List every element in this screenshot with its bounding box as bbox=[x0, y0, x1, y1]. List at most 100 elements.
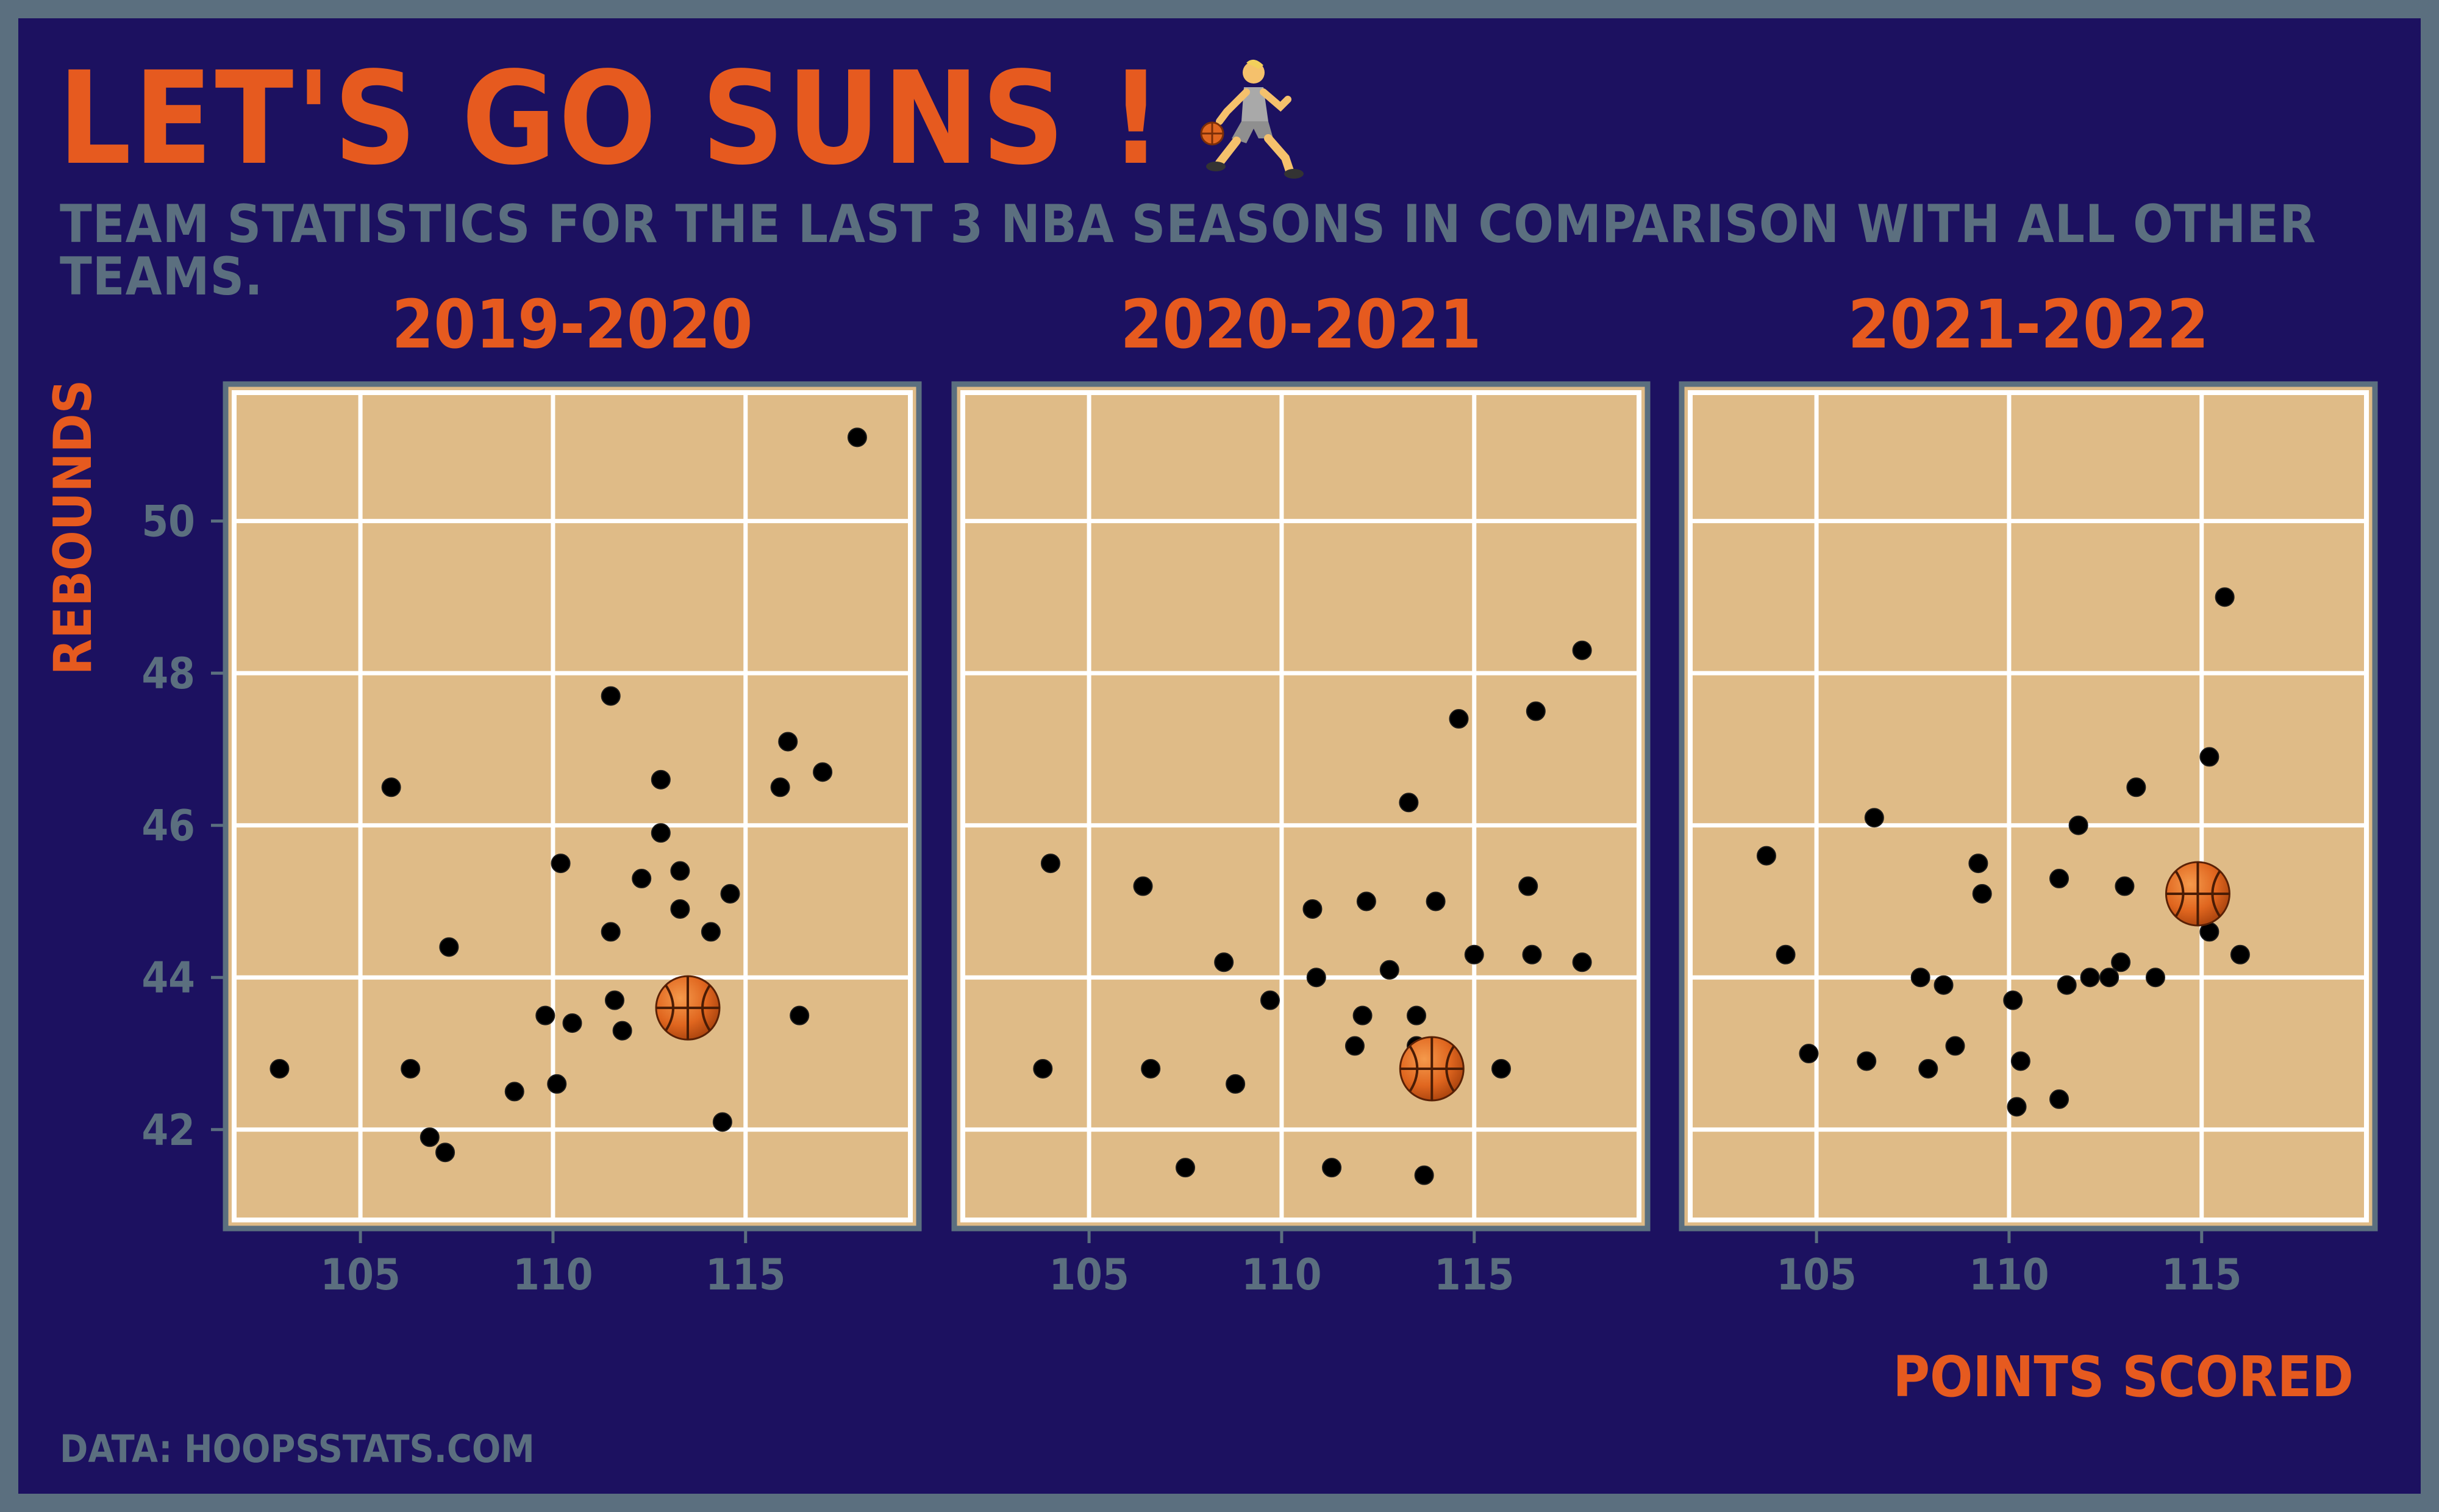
x-tick-label: 105 bbox=[1776, 1250, 1856, 1300]
data-point bbox=[2215, 587, 2235, 607]
data-point bbox=[1399, 793, 1419, 813]
data-point bbox=[1407, 1005, 1426, 1025]
data-point bbox=[401, 1058, 421, 1079]
data-point bbox=[2115, 876, 2135, 896]
data-point bbox=[2003, 990, 2023, 1010]
data-point bbox=[2049, 1089, 2069, 1109]
data-point bbox=[701, 922, 721, 942]
panel-inner-border bbox=[1688, 390, 2369, 1222]
data-point bbox=[2007, 1097, 2027, 1117]
data-point bbox=[632, 869, 652, 889]
data-point bbox=[562, 1013, 582, 1033]
data-point bbox=[770, 777, 790, 797]
data-point bbox=[1522, 944, 1542, 965]
data-point bbox=[420, 1127, 440, 1147]
data-point bbox=[1176, 1158, 1195, 1178]
data-point bbox=[651, 823, 671, 843]
data-point bbox=[2230, 944, 2250, 965]
y-tick-label: 42 bbox=[141, 1105, 195, 1155]
data-point bbox=[435, 1143, 455, 1163]
data-point bbox=[2126, 777, 2146, 797]
data-point bbox=[1518, 876, 1538, 896]
data-point bbox=[1033, 1058, 1053, 1079]
data-point bbox=[1918, 1058, 1938, 1079]
panel-inner-border bbox=[960, 390, 1641, 1222]
data-point bbox=[2111, 952, 2131, 972]
y-tick-label: 50 bbox=[141, 497, 195, 547]
chart-title-text: LET'S GO SUNS ! bbox=[58, 44, 1165, 193]
data-point bbox=[790, 1005, 810, 1025]
panel-inner-border bbox=[232, 390, 913, 1222]
x-tick-label: 115 bbox=[2162, 1250, 2241, 1300]
facet-panel: 2021-2022 105 110 115 bbox=[1679, 285, 2378, 1300]
data-point bbox=[813, 762, 833, 782]
basketball-icon bbox=[1399, 1036, 1465, 1102]
data-point bbox=[2080, 968, 2100, 988]
data-point bbox=[1756, 846, 1776, 866]
data-point bbox=[1526, 701, 1546, 721]
facet-title: 2021-2022 bbox=[1848, 285, 2209, 363]
data-point bbox=[551, 854, 571, 874]
data-point bbox=[847, 427, 867, 448]
chart-subtitle: TEAM STATISTICS FOR THE LAST 3 NBA SEASO… bbox=[60, 194, 2316, 307]
basketball-icon bbox=[2165, 861, 2230, 927]
data-point bbox=[2068, 815, 2088, 835]
data-point bbox=[1572, 952, 1592, 972]
data-point bbox=[1133, 876, 1153, 896]
data-point bbox=[1352, 1005, 1373, 1025]
data-point bbox=[2010, 1051, 2030, 1071]
data-point bbox=[1449, 709, 1469, 729]
data-point bbox=[2145, 968, 2165, 988]
x-tick-label: 115 bbox=[1434, 1250, 1514, 1300]
data-point bbox=[1302, 899, 1323, 919]
data-point bbox=[1040, 854, 1060, 874]
facet-title: 2020-2021 bbox=[1121, 285, 1482, 363]
y-tick-label: 46 bbox=[141, 801, 195, 851]
x-tick-label: 115 bbox=[705, 1250, 785, 1300]
data-point bbox=[670, 861, 690, 881]
data-point bbox=[670, 899, 690, 919]
data-point bbox=[1857, 1051, 1877, 1071]
y-tick-label: 48 bbox=[141, 649, 195, 699]
data-point bbox=[2199, 747, 2219, 767]
panel-background bbox=[223, 381, 922, 1232]
data-point bbox=[1356, 891, 1376, 911]
data-point bbox=[1306, 968, 1326, 988]
data-point bbox=[1972, 883, 1992, 904]
facet-panel: 2019-2020 105 110 115 42 44 46 48 50 bbox=[141, 285, 922, 1300]
x-tick-label: 105 bbox=[1049, 1250, 1129, 1300]
data-point bbox=[651, 769, 671, 790]
data-point bbox=[1141, 1058, 1161, 1079]
chart-title: LET'S GO SUNS ! bbox=[58, 55, 1305, 183]
data-point bbox=[1426, 891, 1446, 911]
data-point bbox=[1572, 640, 1592, 660]
facet-panel: 2020-2021 105 110 115 bbox=[951, 285, 1651, 1300]
data-point bbox=[1379, 960, 1399, 980]
data-point bbox=[1776, 944, 1796, 965]
data-point bbox=[1414, 1165, 1434, 1185]
data-point bbox=[381, 777, 401, 797]
data-point bbox=[601, 686, 621, 706]
data-point bbox=[1322, 1158, 1342, 1178]
data-point bbox=[1464, 944, 1484, 965]
data-point bbox=[612, 1021, 632, 1041]
data-point bbox=[1910, 968, 1930, 988]
x-tick-label: 110 bbox=[1969, 1250, 2049, 1300]
data-point bbox=[1214, 952, 1234, 972]
data-point bbox=[439, 937, 459, 957]
data-point bbox=[2057, 975, 2077, 995]
data-point bbox=[2099, 968, 2119, 988]
data-point bbox=[1968, 854, 1988, 874]
x-tick-label: 110 bbox=[513, 1250, 593, 1300]
panel-background bbox=[951, 381, 1651, 1232]
data-point bbox=[1226, 1074, 1246, 1094]
data-point bbox=[547, 1074, 567, 1094]
data-point bbox=[270, 1058, 290, 1079]
basketball-icon bbox=[655, 975, 721, 1041]
data-point bbox=[2049, 869, 2069, 889]
data-point bbox=[712, 1112, 732, 1132]
facet-title: 2019-2020 bbox=[392, 285, 753, 363]
x-tick-label: 105 bbox=[320, 1250, 400, 1300]
data-point bbox=[504, 1082, 524, 1102]
